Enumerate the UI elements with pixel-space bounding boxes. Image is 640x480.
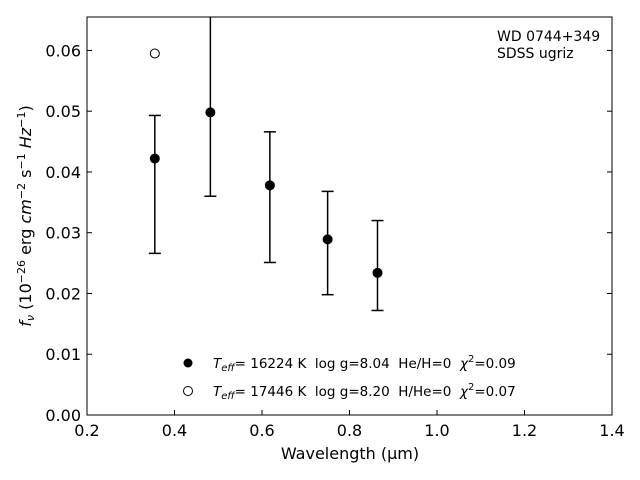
legend-entry-1: Teff= 16224 K log g=8.04 He/H=0 χ2=0.09 <box>213 354 516 374</box>
annotation-line-2: SDSS ugriz <box>497 46 574 62</box>
x-tick-label: 1.2 <box>512 421 537 440</box>
data-point-open <box>149 48 160 59</box>
x-tick-label: 0.2 <box>74 421 99 440</box>
y-tick-label: 0.06 <box>45 41 81 60</box>
data-marks <box>148 17 384 312</box>
x-tick-label: 1.4 <box>599 421 624 440</box>
data-point-filled <box>205 107 216 118</box>
data-point-filled <box>149 153 160 164</box>
data-point-filled <box>372 267 383 278</box>
x-tick-label: 0.4 <box>162 421 187 440</box>
y-tick-label: 0.02 <box>45 284 81 303</box>
legend-entry-2: Teff= 17446 K log g=8.20 H/He=0 χ2=0.07 <box>213 382 516 402</box>
y-tick-label: 0.00 <box>45 406 81 425</box>
x-tick-label: 0.6 <box>249 421 274 440</box>
y-tick-label: 0.05 <box>45 102 81 121</box>
legend-marker-filled <box>183 358 193 368</box>
data-point-filled <box>264 180 275 191</box>
y-tick-label: 0.04 <box>45 163 81 182</box>
x-tick-label: 0.8 <box>337 421 362 440</box>
tick-group: 0.2 0.4 0.6 0.8 1.0 1.2 1.4 0.00 0.01 0.02 0.03 0.0… <box>45 41 624 440</box>
x-tick-label: 1.0 <box>424 421 449 440</box>
x-axis-label: Wavelength (μm) <box>281 444 419 463</box>
y-axis-label: fν (10−26 erg cm−2 s−1 Hz−1) <box>15 105 37 326</box>
y-tick-label: 0.01 <box>45 345 81 364</box>
y-tick-label: 0.03 <box>45 224 81 243</box>
annotation-line-1: WD 0744+349 <box>497 29 600 45</box>
legend-marker-open <box>183 386 193 396</box>
data-point-filled <box>322 234 333 245</box>
